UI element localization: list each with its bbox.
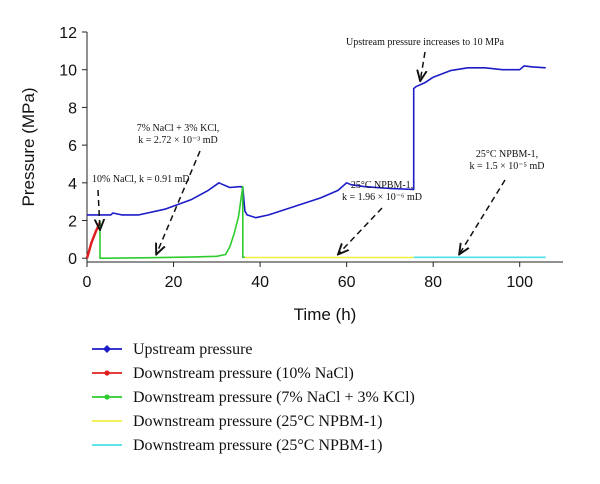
- x-tick-label: 100: [506, 274, 533, 291]
- legend-item-4: Downstream pressure (25°C NPBM-1): [92, 413, 382, 430]
- legend-marker-circle: [104, 394, 110, 400]
- annotation-text: k = 1.96 × 10⁻⁶ mD: [342, 192, 422, 203]
- annotation-text: k = 2.72 × 10⁻³ mD: [138, 135, 218, 146]
- annotation-arrow: [98, 189, 100, 230]
- annotation-1: Upstream pressure increases to 10 MPa: [346, 37, 505, 81]
- x-tick-label: 80: [424, 274, 442, 291]
- annotation-arrow: [156, 150, 201, 254]
- annotation-arrow: [338, 207, 383, 254]
- x-axis-title: Time (h): [294, 305, 357, 324]
- annotation-2: 7% NaCl + 3% KCl,k = 2.72 × 10⁻³ mD: [137, 123, 220, 254]
- legend-marker-diamond: [103, 345, 111, 353]
- annotation-text: Upstream pressure increases to 10 MPa: [346, 37, 505, 48]
- legend: Upstream pressure Downstream pressure (10…: [92, 341, 415, 454]
- legend-label: Downstream pressure (10% NaCl): [133, 365, 354, 382]
- annotation-3: 10% NaCl, k = 0.91 mD: [92, 174, 190, 230]
- y-tick-label: 0: [68, 251, 77, 268]
- y-tick-label: 4: [68, 176, 77, 193]
- x-tick-label: 20: [165, 274, 183, 291]
- annotation-text: 10% NaCl, k = 0.91 mD: [92, 174, 190, 185]
- y-tick-label: 6: [68, 138, 77, 155]
- legend-label: Upstream pressure: [133, 341, 253, 358]
- annotation-text: k = 1.5 × 10⁻⁵ mD: [469, 161, 544, 172]
- y-tick-label: 8: [68, 100, 77, 117]
- series-line-2: [85, 221, 102, 259]
- y-tick-label: 12: [59, 25, 77, 42]
- annotation-text: 25°C NPBM-1,: [351, 180, 413, 191]
- legend-item-2: Downstream pressure (10% NaCl): [92, 365, 354, 382]
- plot-area: 0 2 4 6 8 10 12 0 20 40 60 80 100 Time (h) Pressure (M…: [19, 25, 563, 324]
- annotation-4: 25°C NPBM-1,k = 1.96 × 10⁻⁶ mD: [338, 180, 422, 254]
- y-axis-title: Pressure (MPa): [19, 87, 38, 206]
- legend-label: Downstream pressure (25°C NPBM-1): [133, 413, 382, 430]
- annotation-text: 25°C NPBM-1,: [476, 149, 538, 160]
- annotation-arrow: [420, 51, 425, 81]
- x-tick-label: 0: [83, 274, 92, 291]
- legend-item-5: Downstream pressure (25°C NPBM-1): [92, 437, 382, 454]
- series-line-1: [87, 65, 546, 219]
- y-tick-label: 10: [59, 63, 77, 80]
- x-tick-label: 60: [338, 274, 356, 291]
- y-tick-label: 2: [68, 214, 77, 231]
- series-line-3: [99, 185, 245, 260]
- legend-label: Downstream pressure (7% NaCl + 3% KCl): [133, 389, 415, 406]
- legend-marker-circle: [104, 370, 110, 376]
- annotation-text: 7% NaCl + 3% KCl,: [137, 123, 220, 134]
- annotation-5: 25°C NPBM-1,k = 1.5 × 10⁻⁵ mD: [459, 149, 545, 254]
- x-tick-label: 40: [251, 274, 269, 291]
- legend-item-3: Downstream pressure (7% NaCl + 3% KCl): [92, 389, 415, 406]
- legend-item-1: Upstream pressure: [92, 341, 253, 358]
- legend-label: Downstream pressure (25°C NPBM-1): [133, 437, 382, 454]
- annotation-arrow: [459, 179, 506, 254]
